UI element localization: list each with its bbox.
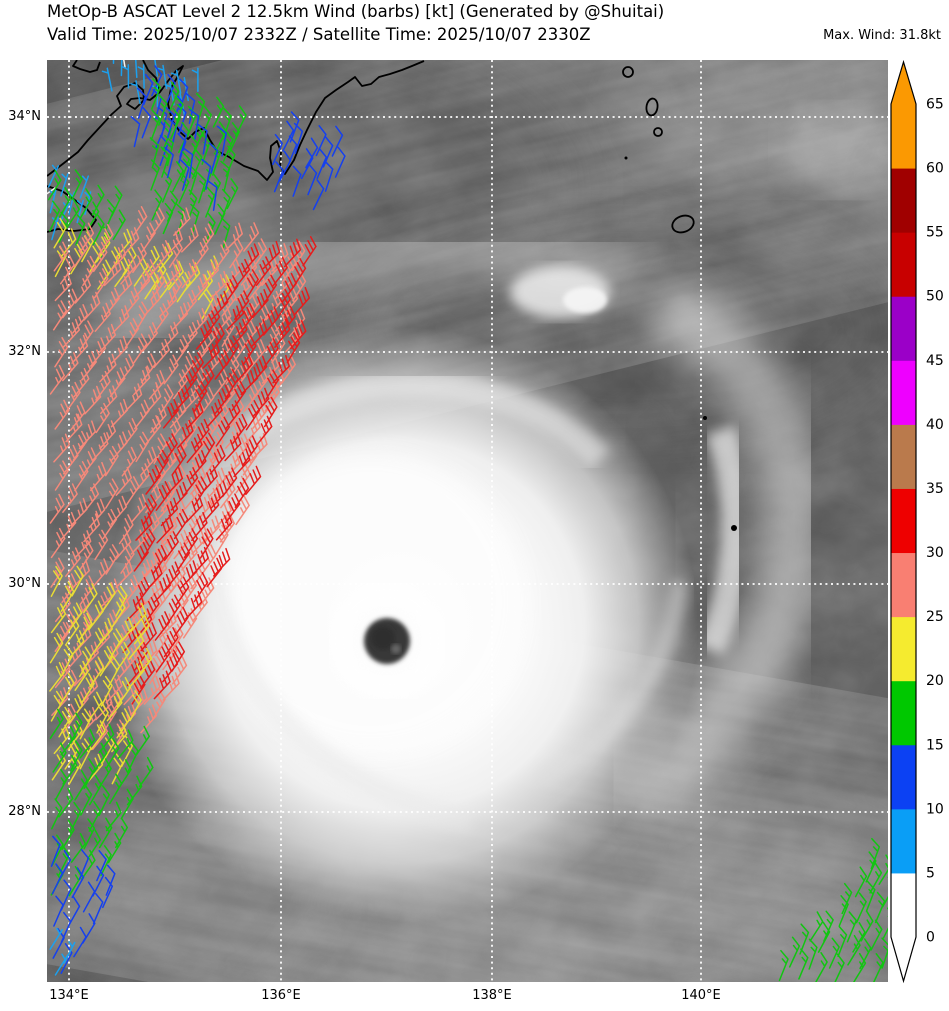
colorbar-tick-label: 5 bbox=[926, 865, 935, 881]
barb-region-lightblue-bottom bbox=[49, 927, 76, 976]
colorbar-tick-label: 10 bbox=[926, 801, 944, 817]
colorbar-tick-label: 20 bbox=[926, 673, 944, 689]
island-dot bbox=[624, 156, 628, 160]
coastline bbox=[47, 185, 97, 233]
colorbar-segment bbox=[891, 680, 916, 746]
colorbar-tick-label: 15 bbox=[926, 737, 944, 753]
colorbar-segment bbox=[891, 552, 916, 618]
wind-barbs bbox=[47, 60, 888, 982]
island-contour bbox=[622, 66, 634, 78]
island-dot bbox=[731, 525, 737, 531]
colorbar-segment bbox=[891, 872, 916, 938]
barb-region-red-inner bbox=[122, 236, 317, 705]
barb-region-calm-white bbox=[47, 60, 126, 195]
barb-region-green-lower bbox=[49, 708, 154, 897]
eyewall bbox=[330, 584, 444, 698]
lat-tick-label: 28°N bbox=[8, 804, 41, 819]
lon-tick-label: 138°E bbox=[472, 988, 512, 1003]
lon-tick-label: 134°E bbox=[49, 988, 89, 1003]
colorbar-outline bbox=[890, 59, 917, 984]
plot-title: MetOp-B ASCAT Level 2 12.5km Wind (barbs… bbox=[47, 2, 665, 21]
plot-subtitle: Valid Time: 2025/10/07 2332Z / Satellite… bbox=[47, 25, 591, 44]
colorbar-segment bbox=[891, 104, 916, 169]
barb-region-yellow-lower bbox=[49, 565, 153, 786]
colorbar-tick-label: 25 bbox=[926, 609, 944, 625]
colorbar-tick-label: 45 bbox=[926, 353, 944, 369]
colorbar-tick-label: 60 bbox=[926, 161, 944, 177]
lat-tick-label: 32°N bbox=[8, 344, 41, 359]
colorbar-tick-label: 35 bbox=[926, 481, 944, 497]
colorbar-segment bbox=[891, 744, 916, 810]
lat-tick-label: 34°N bbox=[8, 109, 41, 124]
lon-tick-label: 140°E bbox=[681, 988, 721, 1003]
colorbar-segment bbox=[891, 168, 916, 233]
colorbar-extend-under bbox=[891, 937, 916, 981]
colorbar-segment bbox=[891, 296, 916, 361]
colorbar-segment bbox=[891, 360, 916, 425]
colorbar-tick-label: 65 bbox=[926, 97, 944, 113]
island-contour bbox=[671, 214, 695, 234]
max-wind-label: Max. Wind: 31.8kt bbox=[823, 28, 941, 43]
colorbar-extend-over bbox=[891, 62, 916, 104]
colorbar-tick-label: 30 bbox=[926, 545, 944, 561]
colorbar-segment bbox=[891, 488, 916, 554]
lon-tick-label: 136°E bbox=[261, 988, 301, 1003]
island-dot bbox=[703, 416, 707, 420]
island-contour bbox=[653, 127, 663, 137]
lat-tick-label: 30°N bbox=[8, 576, 41, 591]
barb-region-blue-tokai bbox=[272, 111, 346, 211]
colorbar-tick-label: 50 bbox=[926, 289, 944, 305]
barb-region-green-southeast bbox=[778, 837, 888, 982]
island-contour bbox=[645, 97, 659, 117]
colorbar-segment bbox=[891, 424, 916, 489]
colorbar-segment bbox=[891, 616, 916, 682]
coastline bbox=[72, 60, 101, 73]
colorbar: 0 5 10 15 20 25 30 35 40 45 50 55 60 65 bbox=[890, 59, 944, 984]
colorbar-segment bbox=[891, 808, 916, 874]
colorbar-segment bbox=[891, 232, 916, 297]
barb-region-green-kii bbox=[149, 78, 247, 249]
colorbar-tick-label: 55 bbox=[926, 225, 944, 241]
colorbar-tick-label: 40 bbox=[926, 417, 944, 433]
colorbar-tick-label: 0 bbox=[926, 930, 935, 946]
barb-region-blue-kii-mix bbox=[164, 107, 227, 211]
